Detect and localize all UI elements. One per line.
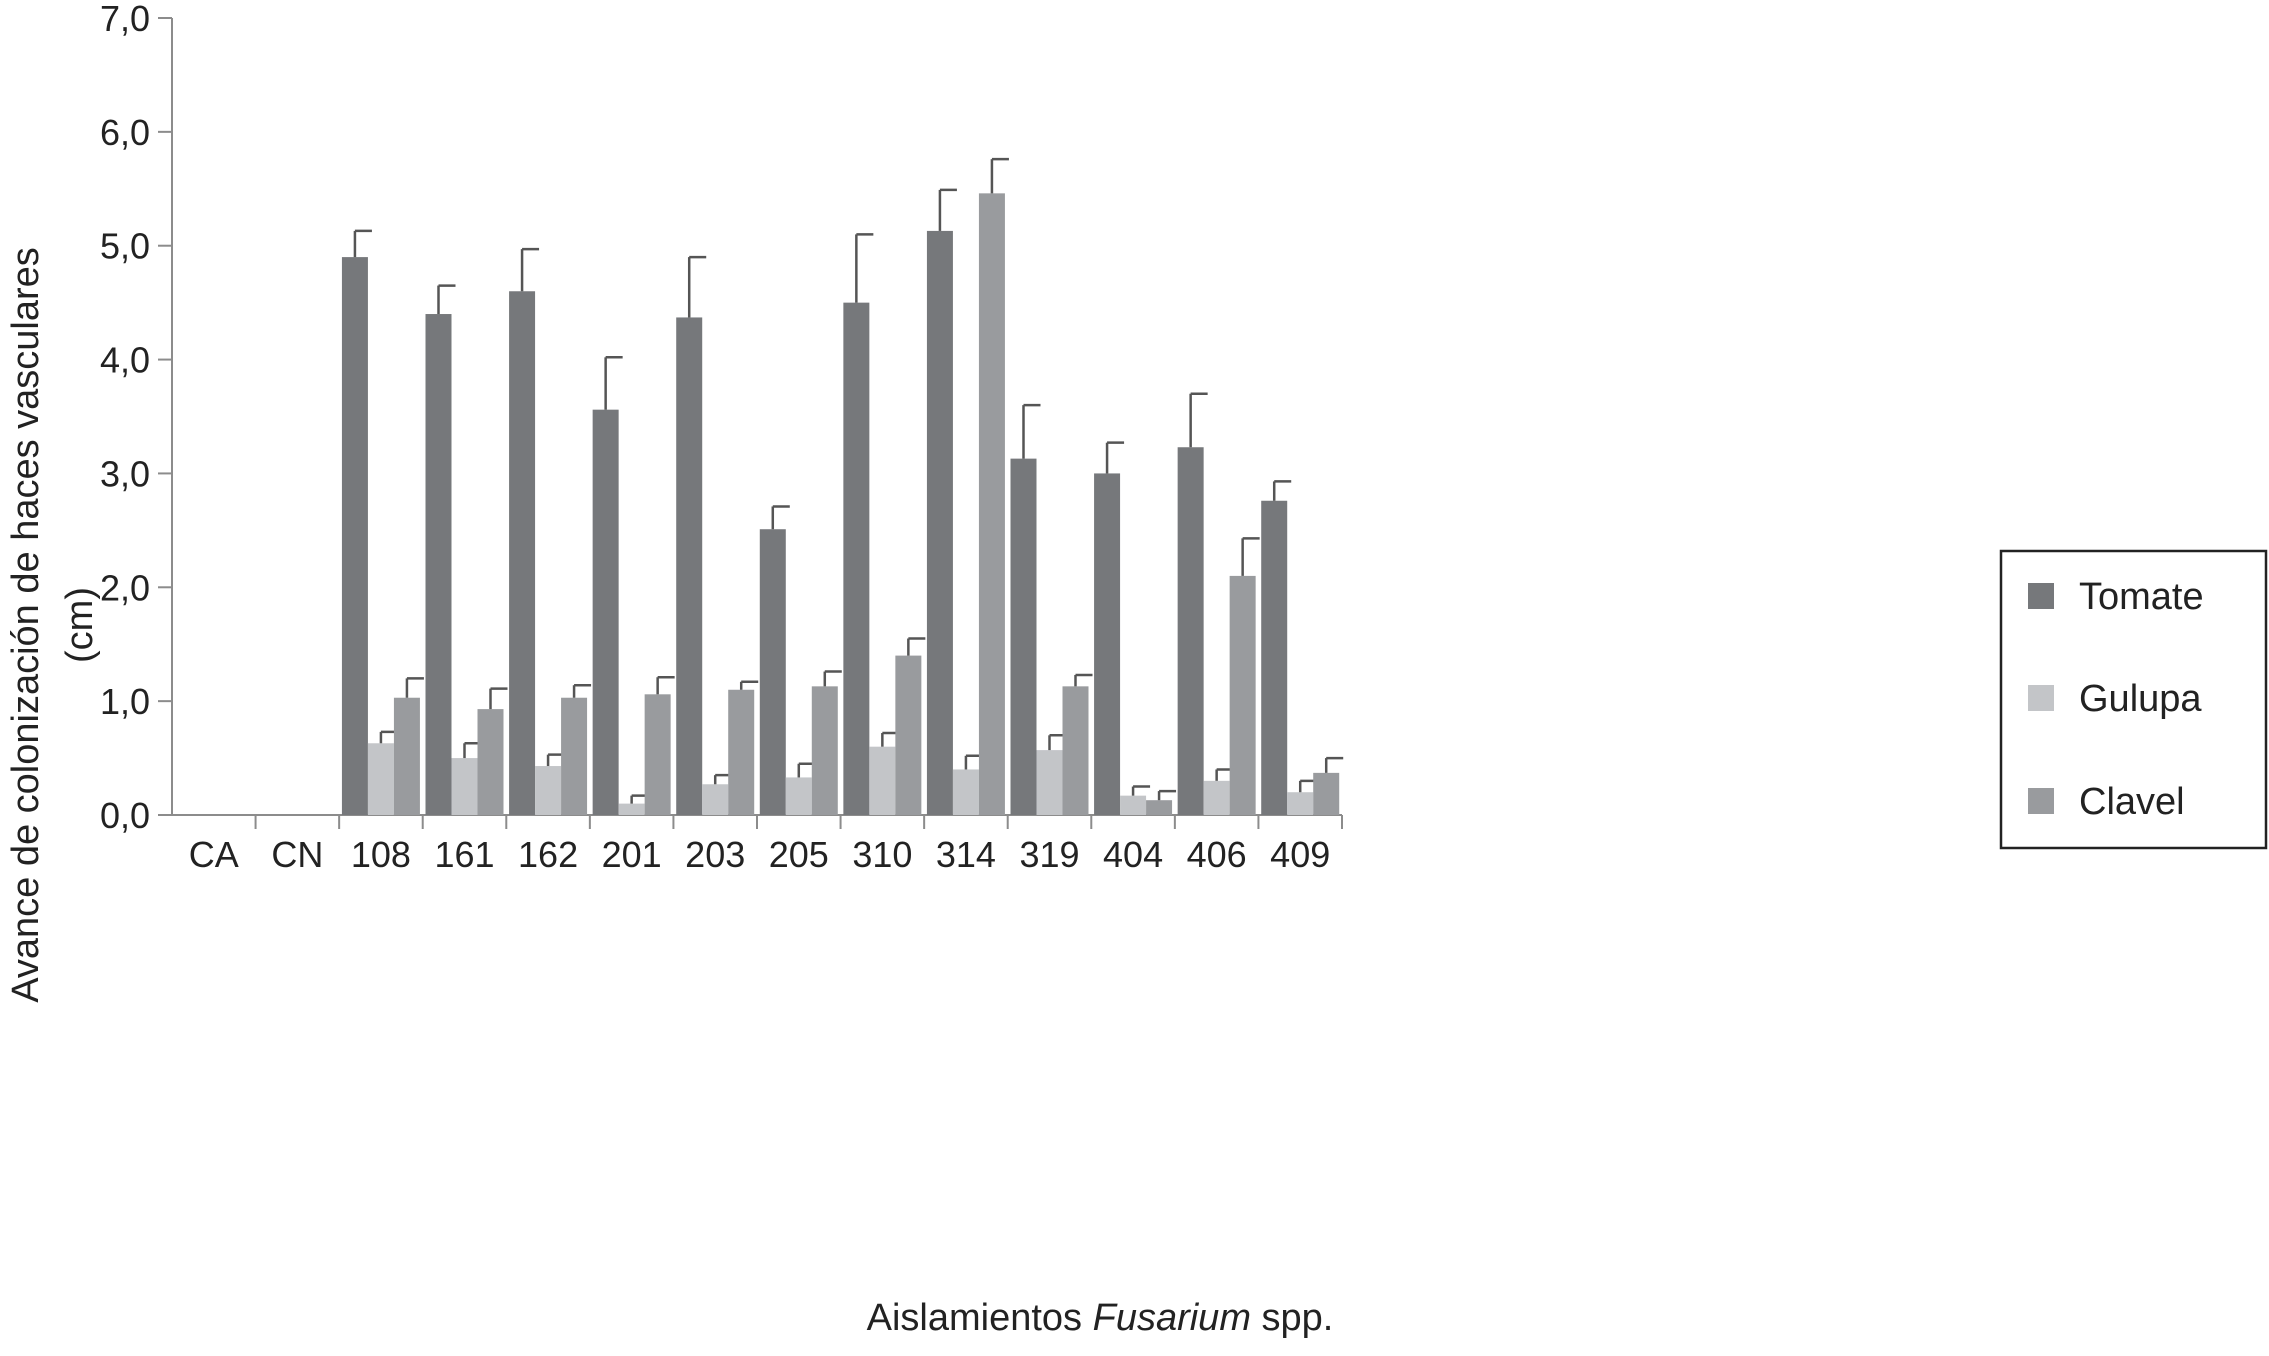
y-axis-title-line2: (cm) xyxy=(59,587,101,663)
y-tick-label: 1,0 xyxy=(100,681,150,722)
bar-tomate-161 xyxy=(425,314,452,815)
bar-clavel-314 xyxy=(978,193,1005,816)
legend-swatch-gulupa xyxy=(2028,685,2054,711)
y-tick-label: 3,0 xyxy=(100,453,150,494)
y-tick-label: 0,0 xyxy=(100,795,150,836)
bar-clavel-108 xyxy=(393,697,420,815)
x-axis-title-genus: Fusarium xyxy=(1093,1297,1251,1339)
bar-gulupa-319 xyxy=(1036,750,1063,815)
bar-gulupa-203 xyxy=(702,784,729,815)
x-tick-label: 205 xyxy=(769,834,829,875)
x-tick-label: CA xyxy=(189,834,239,875)
legend-label-gulupa: Gulupa xyxy=(2079,678,2202,720)
legend-swatch-tomate xyxy=(2028,583,2054,609)
bar-tomate-314 xyxy=(926,230,953,816)
bar-tomate-404 xyxy=(1094,473,1121,815)
x-axis-title-suffix: spp. xyxy=(1251,1297,1333,1339)
y-tick-label: 7,0 xyxy=(100,0,150,39)
bar-tomate-319 xyxy=(1010,458,1037,815)
x-tick-label: 108 xyxy=(351,834,411,875)
bars-layer xyxy=(341,157,1344,816)
legend-swatch-clavel xyxy=(2028,788,2054,814)
bar-tomate-409 xyxy=(1261,500,1288,815)
bar-clavel-319 xyxy=(1062,686,1089,815)
x-tick-label: 203 xyxy=(685,834,745,875)
bar-gulupa-409 xyxy=(1287,792,1314,815)
x-tick-label: CN xyxy=(271,834,323,875)
legend-label-tomate: Tomate xyxy=(2079,576,2204,618)
legend-label-clavel: Clavel xyxy=(2079,781,2185,823)
bar-tomate-203 xyxy=(676,317,703,815)
x-tick-label: 404 xyxy=(1103,834,1163,875)
bar-clavel-201 xyxy=(644,694,671,815)
bar-gulupa-310 xyxy=(869,746,896,815)
bar-clavel-205 xyxy=(811,686,838,815)
bar-gulupa-201 xyxy=(618,803,645,815)
bar-clavel-203 xyxy=(728,689,755,815)
y-axis-title-line1: Avance de colonización de haces vascular… xyxy=(5,247,47,1003)
bar-tomate-108 xyxy=(341,257,368,816)
bar-clavel-162 xyxy=(561,697,588,815)
x-tick-label: 162 xyxy=(518,834,578,875)
axes-layer: 0,0 1,0 2,0 3,0 4,0 5,0 6,0 7,0 CA CN 108 161 162 201… xyxy=(100,0,1343,875)
bar-clavel-406 xyxy=(1229,575,1256,815)
x-tick-label: 310 xyxy=(852,834,912,875)
bar-gulupa-162 xyxy=(535,766,562,815)
bar-tomate-205 xyxy=(759,529,786,815)
bar-gulupa-314 xyxy=(952,769,979,815)
y-tick-label: 4,0 xyxy=(100,340,150,381)
y-tick-label: 2,0 xyxy=(100,567,150,608)
x-tick-label: 201 xyxy=(602,834,662,875)
bar-gulupa-205 xyxy=(785,777,812,815)
x-tick-label: 319 xyxy=(1019,834,1079,875)
legend: Tomate Gulupa Clavel xyxy=(1999,549,2268,850)
bar-clavel-409 xyxy=(1313,772,1340,815)
x-axis-title: Aislamientos Fusarium spp. xyxy=(867,1297,1334,1339)
bar-tomate-406 xyxy=(1177,447,1204,815)
bar-gulupa-404 xyxy=(1120,795,1147,815)
bar-tomate-310 xyxy=(843,302,870,816)
x-tick-label: 406 xyxy=(1187,834,1247,875)
bar-clavel-161 xyxy=(477,709,504,815)
bar-tomate-162 xyxy=(509,291,536,815)
bar-gulupa-406 xyxy=(1203,780,1230,815)
bar-gulupa-161 xyxy=(451,758,478,815)
bar-tomate-201 xyxy=(592,409,619,815)
y-tick-label: 5,0 xyxy=(100,226,150,267)
x-axis-title-prefix: Aislamientos xyxy=(867,1297,1093,1339)
bar-clavel-404 xyxy=(1146,800,1173,815)
x-tick-label: 314 xyxy=(936,834,996,875)
x-tick-label: 409 xyxy=(1270,834,1330,875)
y-tick-label: 6,0 xyxy=(100,112,150,153)
x-tick-label: 161 xyxy=(434,834,494,875)
bar-clavel-310 xyxy=(895,655,922,815)
bar-gulupa-108 xyxy=(367,743,394,815)
